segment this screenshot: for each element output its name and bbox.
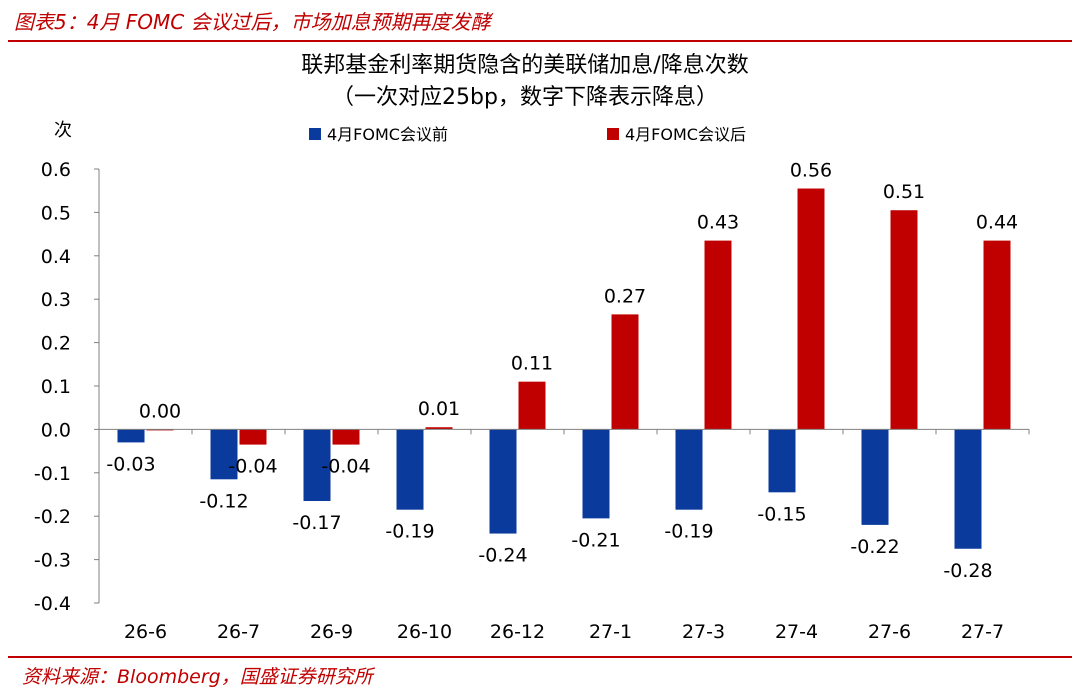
bar-before xyxy=(675,429,703,510)
data-label-after: 0.00 xyxy=(139,400,181,422)
bar-after xyxy=(239,429,267,445)
data-labels: -0.03 -0.12 -0.17 -0.19 -0.24 -0.21 -0.19 -0.15… xyxy=(106,160,1018,582)
y-tick-label: -0.1 xyxy=(34,463,71,485)
legend-swatch-after xyxy=(607,128,619,140)
y-tick-label: 0.6 xyxy=(41,159,71,181)
data-label-before: -0.24 xyxy=(478,545,527,567)
y-tick-label: 0.4 xyxy=(41,246,71,268)
x-tick-label: 27-4 xyxy=(775,621,818,643)
bar-before xyxy=(582,429,610,519)
y-tick-label: 0.1 xyxy=(41,376,71,398)
legend-swatch-before xyxy=(309,128,321,140)
bar-after xyxy=(983,240,1011,430)
data-label-after: 0.11 xyxy=(511,353,553,375)
data-label-after: 0.51 xyxy=(883,181,925,203)
y-tick-label: 0.2 xyxy=(41,333,71,355)
bar-before xyxy=(303,429,331,502)
x-tick-label: 27-1 xyxy=(589,621,632,643)
data-label-after: 0.27 xyxy=(604,285,646,307)
data-label-before: -0.21 xyxy=(571,529,620,551)
bar-after xyxy=(611,314,639,430)
data-label-after: 0.43 xyxy=(697,212,739,234)
data-label-before: -0.03 xyxy=(106,453,155,475)
legend: 4月FOMC会议前 4月FOMC会议后 xyxy=(309,125,746,144)
x-tick-label: 26-10 xyxy=(397,621,452,643)
figure-title: 图表5：4月 FOMC 会议过后，市场加息预期再度发酵 xyxy=(14,10,491,34)
bar-after xyxy=(332,429,360,445)
data-label-before: -0.12 xyxy=(199,490,248,512)
data-label-before: -0.28 xyxy=(943,560,992,582)
data-label-before: -0.15 xyxy=(757,503,806,525)
bar-after xyxy=(797,188,825,430)
bar-before xyxy=(489,429,517,534)
y-tick-label: 0.0 xyxy=(41,419,71,441)
x-tick-label: 27-3 xyxy=(682,621,725,643)
x-tick-label: 27-7 xyxy=(961,621,1004,643)
bottom-rule xyxy=(8,656,1072,658)
data-label-after: 0.01 xyxy=(418,398,460,420)
x-tick-label: 26-7 xyxy=(217,621,260,643)
y-tick-label: -0.3 xyxy=(34,550,71,572)
bar-after xyxy=(425,427,453,430)
bar-after xyxy=(704,240,732,430)
bar-before xyxy=(396,429,424,510)
y-tick-label: -0.2 xyxy=(34,506,71,528)
data-label-before: -0.19 xyxy=(664,521,713,543)
bar-before xyxy=(768,429,796,493)
data-label-before: -0.17 xyxy=(292,512,341,534)
y-tick-label: 0.5 xyxy=(41,202,71,224)
data-label-after: -0.04 xyxy=(321,456,370,478)
legend-label-after: 4月FOMC会议后 xyxy=(625,125,746,144)
bar-before xyxy=(954,429,982,549)
y-tick-label: 0.3 xyxy=(41,289,71,311)
top-rule xyxy=(8,40,1072,42)
bar-after xyxy=(518,381,546,430)
bar-after xyxy=(890,210,918,430)
data-label-before: -0.19 xyxy=(385,521,434,543)
data-label-after: 0.44 xyxy=(976,212,1018,234)
bar-before xyxy=(117,429,145,443)
chart-title: 联邦基金利率期货隐含的美联储加息/降息次数 xyxy=(301,53,748,78)
x-tick-label: 26-9 xyxy=(310,621,353,643)
data-label-after: -0.04 xyxy=(228,456,277,478)
bar-before xyxy=(861,429,889,525)
data-label-before: -0.22 xyxy=(850,536,899,558)
y-tick-label: -0.4 xyxy=(34,593,71,615)
x-tick-label: 26-6 xyxy=(124,621,167,643)
chart-subtitle: （一次对应25bp，数字下降表示降息） xyxy=(332,85,718,110)
x-tick-label: 27-6 xyxy=(868,621,911,643)
data-label-after: 0.56 xyxy=(790,160,832,182)
bar-chart: 联邦基金利率期货隐含的美联储加息/降息次数 （一次对应25bp，数字下降表示降息… xyxy=(34,53,1030,643)
y-axis-label: 次 xyxy=(54,120,72,141)
bar-before xyxy=(210,429,238,480)
x-axis: 26-6 26-7 26-9 26-10 26-12 27-1 27-3 27-4 27-6 27… xyxy=(98,428,1030,643)
x-tick-label: 26-12 xyxy=(490,621,545,643)
y-axis: 0.6 0.5 0.4 0.3 0.2 0.1 0.0 -0.1 -0.2 -0.3 -0.4 xyxy=(34,159,100,615)
source-note: 资料来源：Bloomberg，国盛证券研究所 xyxy=(22,666,373,688)
bars xyxy=(117,188,1011,549)
legend-label-before: 4月FOMC会议前 xyxy=(327,125,448,144)
